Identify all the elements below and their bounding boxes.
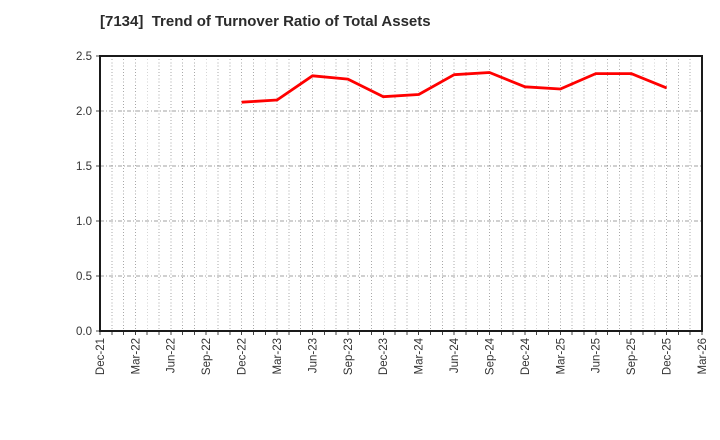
x-tick-label: Dec-25 [661,338,673,375]
x-tick-label: Sep-23 [343,338,355,375]
x-tick-label: Mar-23 [272,338,284,374]
y-tick-label: 0.0 [76,326,92,338]
turnover-ratio-line [241,71,668,104]
x-tick-label: Jun-24 [449,337,461,373]
plot-border [99,55,703,332]
x-tick-label: Jun-22 [166,338,178,373]
x-tick-label: Dec-24 [520,337,532,375]
y-tick-label: 1.0 [76,216,92,228]
x-tick-label: Sep-22 [201,338,213,375]
x-tick-label: Dec-22 [237,338,249,375]
x-tick-label: Mar-24 [414,337,426,374]
x-tick-label: Sep-25 [626,338,638,375]
x-tick-label: Dec-23 [378,338,390,375]
x-tick-label: Dec-21 [95,338,107,375]
x-tick-label: Mar-26 [697,338,709,374]
chart-title: [7134] Trend of Turnover Ratio of Total … [100,13,431,30]
y-tick-label: 1.5 [76,161,92,173]
x-tick-label: Mar-22 [130,338,142,374]
x-tick-label: Sep-24 [484,337,496,375]
y-tick-label: 0.5 [76,271,92,283]
y-tick-label: 2.0 [76,106,92,118]
x-tick-label: Jun-23 [307,338,319,373]
x-tick-label: Jun-25 [591,338,603,373]
y-tick-label: 2.5 [76,51,92,63]
x-tick-label: Mar-25 [555,338,567,374]
